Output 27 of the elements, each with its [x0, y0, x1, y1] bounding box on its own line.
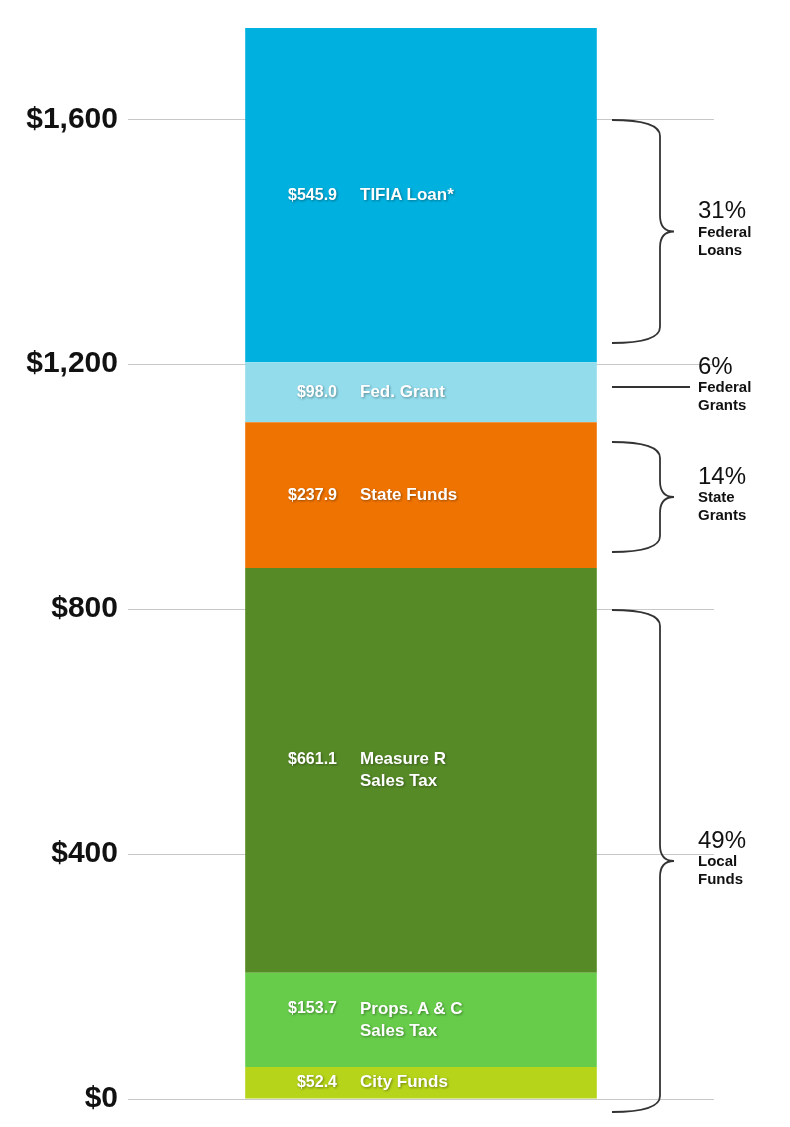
data-label: $545.9	[288, 185, 338, 203]
bar	[245, 567, 597, 973]
annotation: 14% State Grants	[698, 461, 747, 524]
y-tick-label: $400	[51, 835, 118, 869]
annotation: 6% Federal Grants	[698, 351, 752, 414]
y-tick-label: $1,200	[26, 345, 118, 379]
bar	[245, 1066, 597, 1099]
data-label: $98.0	[296, 382, 338, 400]
series-label: Measure R Sales Tax	[360, 749, 446, 791]
data-label: $153.7	[288, 999, 338, 1017]
series-label: City Funds	[360, 1072, 448, 1092]
data-label: $237.9	[288, 485, 338, 503]
y-tick-label: $0	[84, 1080, 118, 1114]
series-label: Props. A & C Sales Tax	[360, 998, 463, 1040]
series-label: State Funds	[360, 484, 458, 504]
data-label: $661.1	[288, 749, 338, 767]
bar	[245, 422, 597, 568]
annotation: 49% Local Funds	[698, 825, 747, 888]
data-label: $52.4	[296, 1073, 338, 1091]
annotation: 31% Federal Loans	[698, 196, 752, 258]
series-label: Fed. Grant	[360, 381, 446, 401]
bar	[245, 972, 597, 1067]
y-tick-label: $800	[51, 590, 118, 624]
series-label: TIFIA Loan*	[360, 184, 455, 204]
y-tick-label: $1,600	[26, 100, 118, 134]
bar	[245, 362, 597, 423]
bar	[245, 28, 597, 363]
